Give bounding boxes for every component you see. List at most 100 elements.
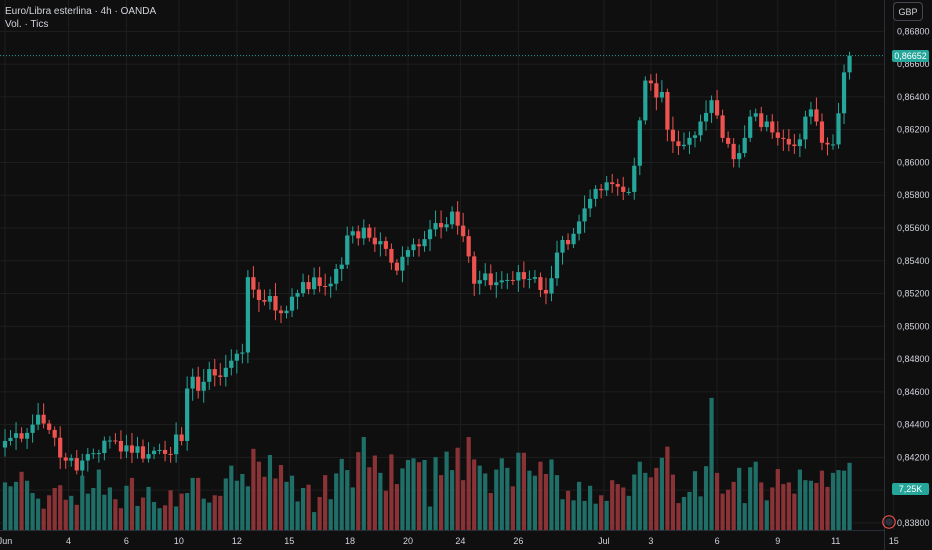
volume-bar — [538, 461, 543, 530]
volume-bar — [411, 458, 416, 530]
candle-body — [107, 440, 112, 442]
candle-body — [726, 137, 731, 144]
volume-bar — [113, 499, 118, 530]
volume-bar — [516, 452, 521, 530]
volume-bar — [323, 475, 328, 530]
volume-bar — [670, 474, 676, 530]
candle-body — [41, 414, 46, 424]
candle-body — [135, 446, 140, 453]
candle-body — [560, 240, 565, 253]
y-tick-label: 0,86600 — [897, 59, 930, 69]
volume-bar — [179, 493, 184, 530]
candle-body — [372, 237, 377, 245]
candle-body — [731, 143, 736, 160]
y-tick-label: 0,85800 — [897, 190, 930, 200]
volume-bar — [549, 459, 554, 530]
volume-bar — [825, 486, 830, 530]
candle-body — [234, 353, 239, 361]
volume-bar — [588, 485, 593, 530]
candle-body — [267, 295, 273, 302]
volume-bar — [692, 471, 698, 530]
candle-body — [637, 120, 642, 166]
volume-bar — [610, 480, 615, 530]
candle-body — [185, 388, 190, 441]
volume-bar — [444, 451, 449, 530]
volume-bar — [775, 468, 780, 530]
volume-bar — [289, 475, 295, 530]
volume-bar — [565, 490, 571, 530]
candle-body — [455, 211, 460, 226]
candle-body — [8, 437, 13, 441]
volume-bar — [703, 466, 709, 530]
volume-bar — [748, 467, 753, 530]
candle-body — [466, 236, 471, 257]
volume-bar — [433, 457, 438, 530]
x-tick-label: 24 — [455, 536, 465, 546]
y-tick-label: 0,84200 — [897, 452, 930, 462]
volume-bar — [129, 477, 135, 530]
volume-bar — [102, 494, 107, 530]
volume-bar — [262, 476, 267, 530]
volume-bar — [168, 490, 173, 530]
volume-bar — [499, 458, 504, 530]
y-tick-label: 0,83800 — [897, 518, 930, 528]
volume-bar — [295, 501, 300, 530]
candle-body — [278, 310, 284, 314]
volume-bar — [229, 465, 234, 530]
volume-bar — [328, 499, 333, 530]
volume-bar — [273, 478, 278, 530]
candle-body — [483, 273, 488, 281]
volume-bar — [267, 454, 273, 530]
candle-body — [157, 449, 162, 451]
volume-bar — [107, 487, 112, 530]
volume-bar — [681, 496, 687, 530]
volume-bar — [792, 493, 797, 530]
volume-bar — [416, 462, 422, 530]
y-tick-label: 0,86200 — [897, 125, 930, 135]
volume-bar — [389, 454, 394, 530]
volume-bar — [438, 475, 444, 530]
volume-bar — [742, 503, 747, 530]
volume-bar — [814, 482, 819, 530]
volume-bar — [151, 502, 157, 530]
candle-body — [836, 113, 841, 145]
volume-bar — [41, 508, 46, 530]
candle-body — [737, 153, 742, 160]
volume-legend[interactable]: Vol. · Tics — [5, 19, 49, 30]
volume-bar — [135, 505, 140, 530]
candle-body — [312, 277, 317, 290]
symbol-legend[interactable]: Euro/Libra esterlina · 4h · OANDA — [5, 6, 157, 17]
volume-bar — [560, 499, 565, 530]
volume-bar — [505, 467, 510, 530]
candle-body — [118, 440, 124, 452]
candle-body — [472, 256, 477, 284]
volume-bar — [240, 474, 245, 530]
volume-bar — [13, 481, 19, 530]
candle-body — [654, 83, 659, 98]
volume-bar — [190, 477, 195, 530]
candle-body — [621, 186, 626, 192]
volume-bar — [96, 469, 101, 530]
volume-bar — [91, 488, 96, 530]
candle-body — [212, 369, 217, 376]
candle-body — [174, 434, 179, 455]
candle-body — [19, 433, 24, 439]
candle-body — [643, 80, 648, 121]
volume-bar — [312, 512, 317, 530]
x-tick-label: 20 — [403, 536, 413, 546]
volume-bar — [819, 470, 825, 530]
currency-button[interactable]: GBP — [893, 2, 923, 21]
volume-bar — [196, 477, 201, 530]
volume-bar — [118, 508, 124, 530]
candle-body — [240, 352, 245, 354]
volume-bar — [356, 452, 361, 530]
volume-bar — [52, 488, 57, 530]
candle-body — [582, 208, 587, 222]
tradingview-logo-icon[interactable] — [882, 515, 896, 529]
candle-body — [808, 109, 814, 117]
volume-bar — [643, 472, 648, 530]
candle-body — [538, 277, 543, 290]
candle-body — [102, 440, 107, 454]
